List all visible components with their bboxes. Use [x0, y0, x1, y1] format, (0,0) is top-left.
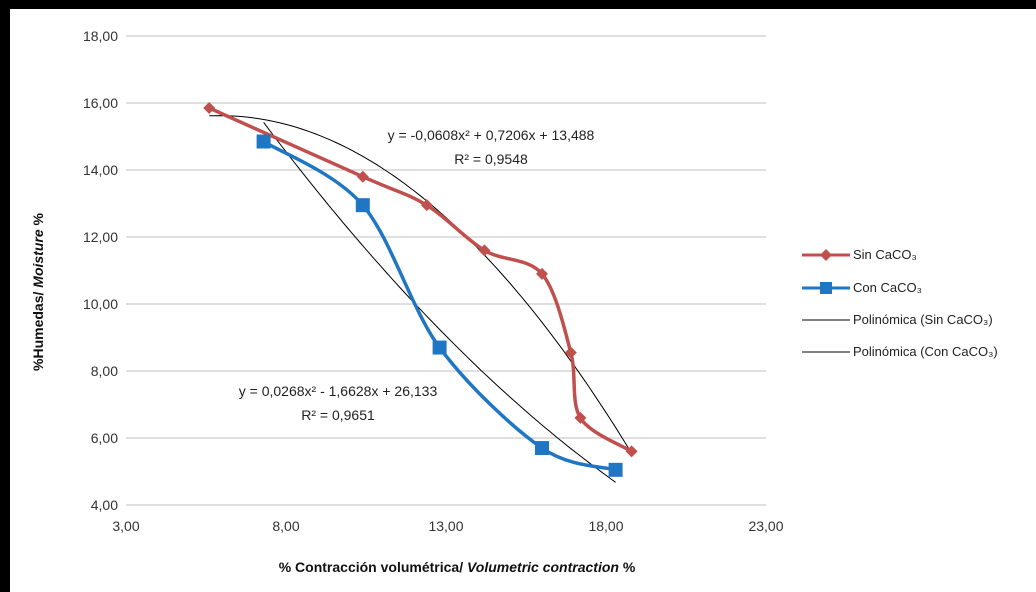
- trendline-r2-con: R² = 0,9651: [301, 407, 375, 423]
- legend-marker-con: [820, 282, 832, 294]
- data-point-sin: [420, 199, 433, 212]
- data-point-sin: [625, 445, 638, 458]
- trendline-con: [263, 122, 616, 483]
- legend-item-sin: Sin CaCO₃: [802, 247, 917, 262]
- y-tick-label: 6,00: [91, 430, 118, 446]
- x-tick-labels: 3,00 8,00 13,00 18,00 23,00: [112, 518, 783, 534]
- data-point-sin: [536, 267, 548, 280]
- legend: Sin CaCO₃ Con CaCO₃ Polinómica (Sin CaCO…: [802, 247, 998, 359]
- x-tick-label: 8,00: [272, 518, 299, 534]
- data-series: [203, 102, 638, 477]
- data-point-con: [432, 340, 447, 355]
- y-tick-label: 16,00: [83, 95, 118, 111]
- trendlines: [209, 115, 633, 483]
- y-tick-label: 4,00: [91, 497, 118, 513]
- x-tick-label: 18,00: [588, 518, 623, 534]
- trendline-equation-sin: y = -0,0608x² + 0,7206x + 13,488: [388, 127, 595, 143]
- y-tick-labels: 4,00 6,00 8,00 10,00 12,00 14,00 16,00 18,00: [83, 28, 118, 513]
- legend-item-con: Con CaCO₃: [802, 280, 922, 295]
- y-tick-label: 18,00: [83, 28, 118, 44]
- y-axis-title: %Humedas/ Moisture %: [30, 212, 46, 370]
- series-line-sin: [208, 106, 633, 453]
- legend-item-poly-sin: Polinómica (Sin CaCO₃): [802, 312, 993, 327]
- trendline-sin: [209, 115, 633, 454]
- x-axis-title: % Contracción volumétrica/ Volumetric co…: [279, 559, 636, 575]
- legend-marker-sin: [820, 249, 832, 261]
- grid-lines: [126, 35, 766, 506]
- data-point-con: [608, 462, 623, 477]
- data-point-sin: [478, 244, 491, 257]
- y-tick-label: 8,00: [91, 363, 118, 379]
- trendline-r2-sin: R² = 0,9548: [454, 151, 528, 167]
- data-point-con: [535, 441, 549, 456]
- x-tick-label: 3,00: [112, 518, 139, 534]
- y-tick-label: 14,00: [83, 162, 118, 178]
- data-point-con: [355, 198, 370, 213]
- legend-label-sin: Sin CaCO₃: [853, 247, 917, 262]
- y-tick-label: 10,00: [83, 296, 118, 312]
- chart: 4,00 6,00 8,00 10,00 12,00 14,00 16,00 18,00 3,…: [30, 28, 998, 575]
- legend-label-poly-sin: Polinómica (Sin CaCO₃): [853, 312, 993, 327]
- x-tick-label: 13,00: [428, 518, 463, 534]
- legend-item-poly-con: Polinómica (Con CaCO₃): [802, 344, 998, 359]
- x-tick-label: 23,00: [748, 518, 783, 534]
- legend-label-poly-con: Polinómica (Con CaCO₃): [853, 344, 998, 359]
- data-point-sin: [564, 346, 577, 359]
- y-tick-label: 12,00: [83, 229, 118, 245]
- data-point-con: [256, 134, 271, 149]
- chart-frame: 4,00 6,00 8,00 10,00 12,00 14,00 16,00 18,00 3,…: [10, 9, 1036, 592]
- data-point-sin: [574, 411, 587, 424]
- trendline-equation-con: y = 0,0268x² - 1,6628x + 26,133: [239, 383, 438, 399]
- data-point-sin: [356, 170, 369, 183]
- data-point-sin: [203, 102, 216, 115]
- legend-label-con: Con CaCO₃: [853, 280, 922, 295]
